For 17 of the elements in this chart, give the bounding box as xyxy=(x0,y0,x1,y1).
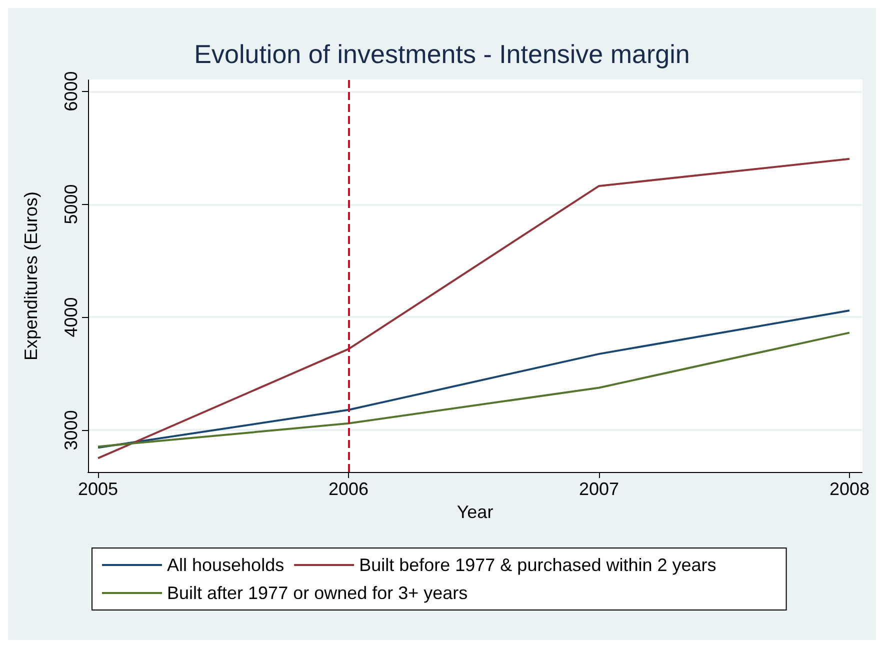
x-tick-label: 2007 xyxy=(578,479,620,499)
legend-label: Built before 1977 & purchased within 2 years xyxy=(359,555,716,575)
y-axis-title: Expenditures (Euros) xyxy=(21,191,41,361)
x-axis-title: Year xyxy=(456,502,494,522)
legend-label: Built after 1977 or owned for 3+ years xyxy=(167,583,468,603)
line-series xyxy=(97,158,850,460)
y-tick-label: 6000 xyxy=(61,71,81,112)
line-series xyxy=(97,309,850,449)
x-tick-label: 2006 xyxy=(328,479,369,499)
y-tick-label: 4000 xyxy=(61,297,81,338)
y-tick-label: 5000 xyxy=(61,184,81,224)
chart-title: Evolution of investments - Intensive margin xyxy=(194,39,690,69)
y-tick-label: 3000 xyxy=(61,410,81,450)
line-series xyxy=(97,332,850,448)
x-tick-label: 2005 xyxy=(78,479,118,499)
x-tick-label: 2008 xyxy=(829,479,870,499)
legend-label: All households xyxy=(167,555,284,575)
